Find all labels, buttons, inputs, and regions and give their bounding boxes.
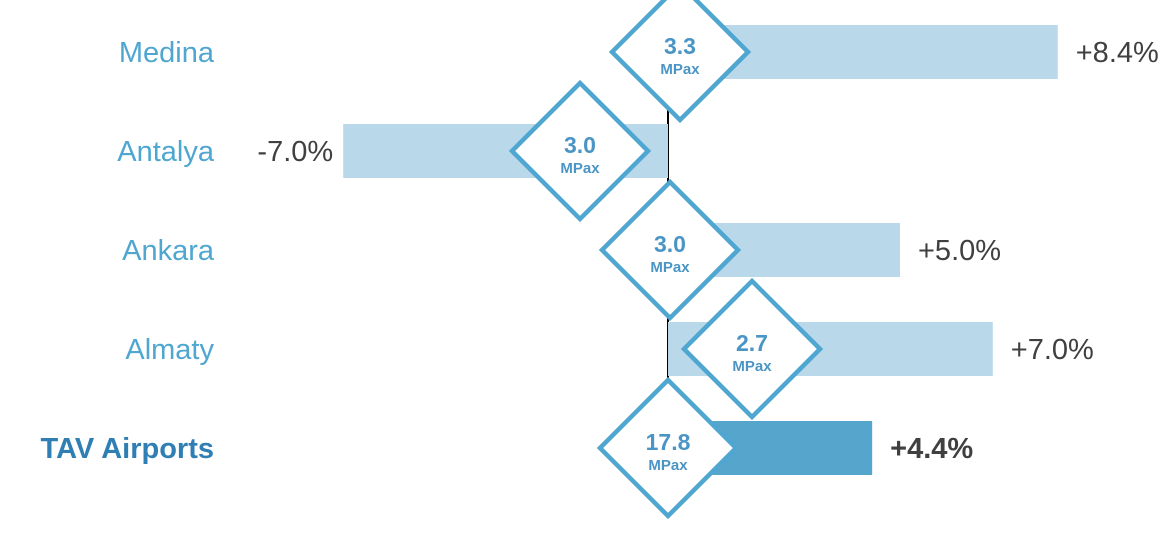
- category-label: Medina: [119, 37, 215, 69]
- category-label: Almaty: [125, 334, 214, 366]
- value-label: +5.0%: [918, 235, 1001, 267]
- diamond-shape: [508, 79, 652, 223]
- category-label: Antalya: [117, 136, 215, 168]
- diamond-shape: [596, 376, 740, 520]
- value-label: -7.0%: [257, 136, 333, 168]
- value-label: +7.0%: [1011, 334, 1094, 366]
- passenger-diamond: 17.8 MPax: [596, 376, 740, 520]
- passenger-unit: MPax: [650, 259, 690, 276]
- value-label: +8.4%: [1076, 37, 1159, 69]
- passenger-value: 2.7: [736, 330, 768, 356]
- passenger-unit: MPax: [648, 457, 688, 474]
- passenger-value: 3.0: [654, 231, 686, 257]
- passenger-value: 17.8: [646, 429, 691, 455]
- passenger-unit: MPax: [732, 358, 772, 375]
- passenger-diamond: 3.0 MPax: [598, 178, 742, 322]
- labels-layer: Medina +8.4% Antalya -7.0% Ankara +5.0% Almaty…: [41, 37, 1159, 465]
- passenger-value: 3.3: [664, 33, 696, 59]
- diamond-shape: [680, 277, 824, 421]
- category-label: Ankara: [122, 235, 215, 267]
- passenger-diamond: 3.0 MPax: [508, 79, 652, 223]
- passenger-unit: MPax: [660, 61, 700, 78]
- passenger-diamond: 2.7 MPax: [680, 277, 824, 421]
- diamonds-layer: 3.3 MPax 3.0 MPax 3.0 MPax 2.7 MPax 17.8 MPax: [508, 0, 824, 520]
- passenger-value: 3.0: [564, 132, 596, 158]
- passenger-diamond: 3.3 MPax: [608, 0, 752, 124]
- value-label: +4.4%: [890, 433, 973, 465]
- diamond-shape: [608, 0, 752, 124]
- diamond-shape: [598, 178, 742, 322]
- passenger-unit: MPax: [560, 160, 600, 177]
- category-label: TAV Airports: [41, 433, 214, 465]
